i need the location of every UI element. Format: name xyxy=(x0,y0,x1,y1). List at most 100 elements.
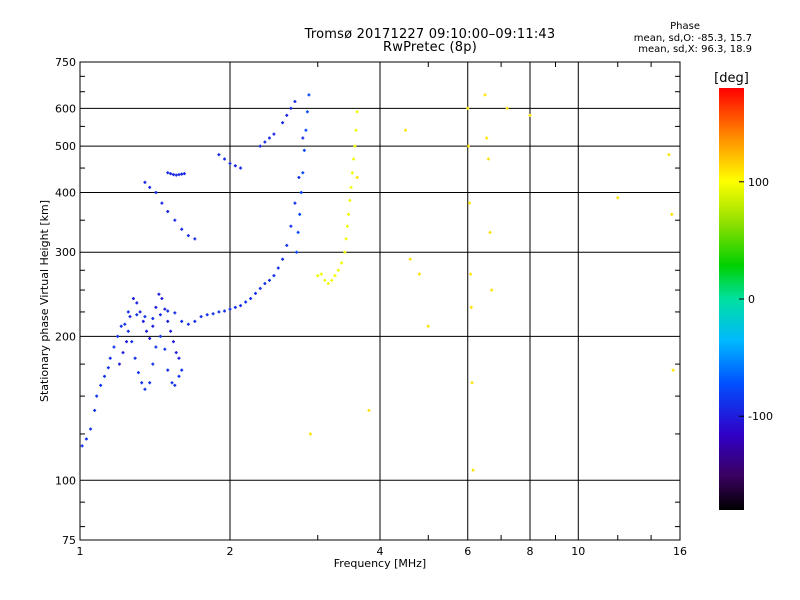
echo-point xyxy=(417,272,421,276)
data-points-layer xyxy=(80,93,675,472)
echo-point xyxy=(323,278,327,282)
echo-point xyxy=(173,218,177,222)
x-tick-label: 16 xyxy=(673,545,687,558)
echo-point xyxy=(470,381,474,385)
echo-point xyxy=(408,257,412,261)
echo-point xyxy=(170,381,174,385)
echo-point xyxy=(80,444,84,448)
echo-point xyxy=(166,368,170,372)
echo-point xyxy=(272,274,276,278)
echo-point xyxy=(272,132,276,136)
echo-point xyxy=(403,128,407,132)
echo-point xyxy=(186,234,190,238)
echo-point xyxy=(316,274,320,278)
y-tick-label: 400 xyxy=(55,186,76,199)
echo-point xyxy=(112,345,116,349)
echo-point xyxy=(471,468,475,472)
echo-point xyxy=(151,362,155,366)
echo-point xyxy=(158,313,162,317)
echo-point xyxy=(367,408,371,412)
colorbar-tick-label: -100 xyxy=(748,410,773,423)
echo-point xyxy=(326,282,330,286)
echo-point xyxy=(289,106,293,110)
echo-point xyxy=(89,427,93,431)
echo-point xyxy=(239,166,243,170)
echo-point xyxy=(108,356,112,360)
x-tick-label: 10 xyxy=(571,545,585,558)
echo-point xyxy=(304,128,308,132)
echo-point xyxy=(131,297,135,301)
echo-point xyxy=(99,383,103,387)
echo-point xyxy=(258,144,262,148)
echo-point xyxy=(205,313,209,317)
grid-layer xyxy=(80,62,680,540)
phase-legend-title: Phase xyxy=(670,21,700,32)
echo-point xyxy=(158,334,162,338)
echo-point xyxy=(426,324,430,328)
y-tick-label: 300 xyxy=(55,246,76,259)
echo-point xyxy=(355,175,359,179)
echo-point xyxy=(233,305,237,309)
echo-point xyxy=(228,161,232,165)
echo-point xyxy=(180,368,184,372)
echo-point xyxy=(117,362,121,366)
echo-point xyxy=(299,190,303,194)
echo-point xyxy=(143,180,147,184)
echo-point xyxy=(133,356,137,360)
echo-point xyxy=(616,196,620,200)
echo-point xyxy=(186,322,190,326)
x-tick-label: 8 xyxy=(527,545,534,558)
echo-point xyxy=(295,250,299,254)
echo-point xyxy=(233,164,237,168)
echo-point xyxy=(293,201,297,205)
y-tick-label: 200 xyxy=(55,330,76,343)
echo-point xyxy=(253,291,257,295)
echo-point xyxy=(355,110,359,114)
echo-point xyxy=(285,243,289,247)
echo-point xyxy=(163,307,167,311)
echo-point xyxy=(119,324,123,328)
echo-point xyxy=(239,304,243,308)
echo-point xyxy=(180,319,184,323)
echo-point xyxy=(199,315,203,319)
echo-point xyxy=(123,322,127,326)
echo-point xyxy=(95,394,99,398)
chart-title: Tromsø 20171227 09:10:00–09:11:43 xyxy=(304,27,556,42)
echo-point xyxy=(151,316,155,320)
echo-point xyxy=(143,315,147,319)
echo-point xyxy=(263,282,267,286)
echo-point xyxy=(148,185,152,189)
y-tick-label: 75 xyxy=(62,534,76,547)
echo-point xyxy=(148,381,152,385)
echo-point xyxy=(348,198,352,202)
echo-point xyxy=(169,329,173,333)
echo-point xyxy=(468,201,472,205)
echo-point xyxy=(217,153,221,157)
echo-point xyxy=(347,212,351,216)
echo-point xyxy=(93,408,97,412)
echo-point xyxy=(126,310,130,314)
echo-point xyxy=(353,144,357,148)
phase-legend-x: mean, sd,X: 96.3, 18.9 xyxy=(638,44,752,55)
echo-point xyxy=(469,272,473,276)
echo-point xyxy=(180,227,184,231)
echo-point xyxy=(670,212,674,216)
echo-point xyxy=(121,351,125,355)
chart-subtitle: RwPretec (8p) xyxy=(383,40,477,55)
echo-point xyxy=(298,212,302,216)
echo-point xyxy=(267,278,271,282)
echo-point xyxy=(258,286,262,290)
phase-legend-o: mean, sd,O: -85.3, 15.7 xyxy=(633,33,752,44)
echo-point xyxy=(180,172,184,176)
echo-point xyxy=(166,171,170,175)
echo-point xyxy=(125,340,129,344)
echo-point xyxy=(103,374,107,378)
echo-point xyxy=(193,319,197,323)
echo-point xyxy=(106,366,110,370)
echo-point xyxy=(136,371,140,375)
echo-point xyxy=(174,173,178,177)
echo-point xyxy=(671,368,675,372)
echo-point xyxy=(263,140,267,144)
echo-point xyxy=(211,312,215,316)
echo-point xyxy=(285,113,289,117)
